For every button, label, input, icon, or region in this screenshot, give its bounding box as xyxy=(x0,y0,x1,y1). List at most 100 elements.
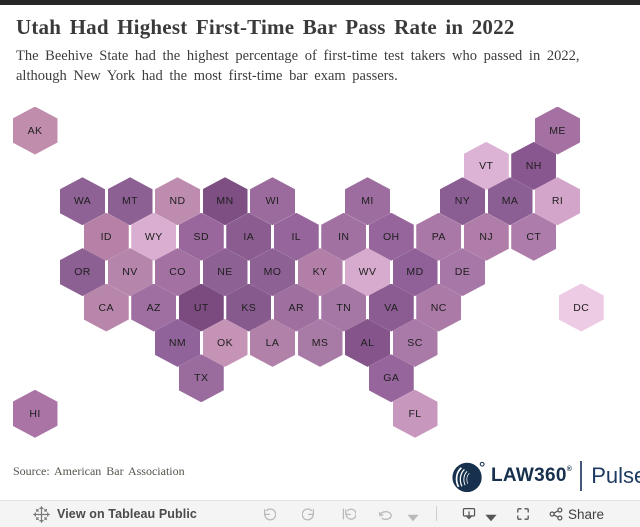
state-hex-NC[interactable]: NC xyxy=(416,283,462,332)
state-label: WA xyxy=(73,195,92,208)
state-label: SD xyxy=(193,230,209,243)
refresh-caret-icon[interactable] xyxy=(405,510,419,522)
replay-button[interactable] xyxy=(340,506,356,522)
state-label: UT xyxy=(193,301,209,314)
state-hex-AR[interactable]: AR xyxy=(273,283,319,332)
state-label: AL xyxy=(360,336,375,349)
state-hex-MS[interactable]: MS xyxy=(297,318,343,367)
state-hex-MN[interactable]: MN xyxy=(202,177,248,226)
state-label: AR xyxy=(288,301,304,314)
state-hex-AK[interactable]: AK xyxy=(12,106,58,155)
state-label: MT xyxy=(122,195,138,208)
state-hex-FL[interactable]: FL xyxy=(392,389,438,438)
subtitle-line-2: although New York had the most first-tim… xyxy=(16,68,398,84)
state-hex-UT[interactable]: UT xyxy=(178,283,224,332)
view-on-tableau-public-button[interactable]: View on Tableau Public xyxy=(33,501,197,527)
state-label: NJ xyxy=(479,230,494,243)
refresh-button[interactable] xyxy=(377,506,393,522)
state-hex-KS[interactable]: KS xyxy=(226,283,272,332)
state-hex-NV[interactable]: NV xyxy=(107,248,153,297)
state-hex-IN[interactable]: IN xyxy=(321,212,367,261)
state-label: KY xyxy=(312,266,328,279)
state-hex-MO[interactable]: MO xyxy=(250,248,295,297)
state-hex-IA[interactable]: IA xyxy=(226,212,272,261)
state-hex-PA[interactable]: PA xyxy=(416,212,462,261)
state-hex-WV[interactable]: WV xyxy=(345,248,390,297)
state-hex-CT[interactable]: CT xyxy=(511,212,557,261)
state-label: MO xyxy=(263,266,282,279)
state-label: NC xyxy=(430,301,447,314)
state-label: ID xyxy=(100,230,112,243)
state-hex-RI[interactable]: RI xyxy=(535,177,580,226)
state-hex-LA[interactable]: LA xyxy=(250,318,295,367)
state-hex-DC[interactable]: DC xyxy=(558,283,604,332)
tableau-toolbar: View on Tableau Public xyxy=(0,500,640,527)
state-label: VT xyxy=(479,159,494,172)
state-label: OR xyxy=(74,266,91,279)
state-hex-TX[interactable]: TX xyxy=(178,354,224,403)
state-hex-MI[interactable]: MI xyxy=(345,177,390,226)
state-hex-TN[interactable]: TN xyxy=(321,283,367,332)
share-button[interactable]: Share xyxy=(568,507,605,522)
redo-button[interactable] xyxy=(302,506,318,522)
state-hex-NM[interactable]: NM xyxy=(155,318,200,367)
state-hex-NJ[interactable]: NJ xyxy=(463,212,509,261)
state-label: CT xyxy=(526,230,542,243)
state-hex-IL[interactable]: IL xyxy=(273,212,319,261)
state-hex-OK[interactable]: OK xyxy=(202,318,248,367)
state-hex-AZ[interactable]: AZ xyxy=(131,283,177,332)
law360-pulse-logo[interactable]: LAW360® Pulse xyxy=(451,457,640,495)
state-hex-OR[interactable]: OR xyxy=(60,248,105,297)
state-hex-MD[interactable]: MD xyxy=(392,248,438,297)
state-label: TN xyxy=(336,301,352,314)
state-hex-SC[interactable]: SC xyxy=(392,318,438,367)
state-hex-VA[interactable]: VA xyxy=(368,283,414,332)
state-label: MI xyxy=(361,195,374,208)
state-label: VA xyxy=(384,301,399,314)
download-caret-icon[interactable] xyxy=(483,510,497,522)
state-hex-NH[interactable]: NH xyxy=(511,141,557,190)
state-hex-CO[interactable]: CO xyxy=(155,248,200,297)
state-label: MS xyxy=(311,336,329,349)
state-hex-ND[interactable]: ND xyxy=(155,177,200,226)
state-label: CO xyxy=(169,266,186,279)
state-label: MA xyxy=(501,195,519,208)
state-label: ME xyxy=(549,124,566,137)
state-hex-MT[interactable]: MT xyxy=(107,177,153,226)
state-label: MN xyxy=(216,195,234,208)
subtitle-line-1: The Beehive State had the highest percen… xyxy=(16,48,580,64)
state-hex-ME[interactable]: ME xyxy=(535,106,580,155)
share-icon[interactable] xyxy=(548,506,564,522)
state-hex-GA[interactable]: GA xyxy=(368,354,414,403)
fullscreen-button[interactable] xyxy=(515,506,531,522)
state-hex-KY[interactable]: KY xyxy=(297,248,343,297)
state-hex-AL[interactable]: AL xyxy=(345,318,390,367)
state-label: NM xyxy=(168,336,187,349)
state-hex-WY[interactable]: WY xyxy=(131,212,177,261)
state-hex-DE[interactable]: DE xyxy=(440,248,485,297)
state-hex-VT[interactable]: VT xyxy=(463,141,509,190)
state-hex-NE[interactable]: NE xyxy=(202,248,248,297)
download-button[interactable] xyxy=(461,506,477,522)
state-label: HI xyxy=(29,407,41,420)
state-label: TX xyxy=(194,372,209,385)
state-hex-WA[interactable]: WA xyxy=(60,177,105,226)
state-label: FL xyxy=(408,407,422,420)
state-hex-CA[interactable]: CA xyxy=(83,283,129,332)
state-hex-OH[interactable]: OH xyxy=(368,212,414,261)
state-hex-ID[interactable]: ID xyxy=(83,212,129,261)
state-hex-WI[interactable]: WI xyxy=(250,177,295,226)
state-label: SC xyxy=(407,336,423,349)
state-label: IA xyxy=(243,230,255,243)
state-label: PA xyxy=(431,230,446,243)
state-hex-MA[interactable]: MA xyxy=(487,177,533,226)
state-label: WY xyxy=(144,230,163,243)
state-label: OK xyxy=(217,336,233,349)
state-hex-HI[interactable]: HI xyxy=(12,389,58,438)
state-label: MD xyxy=(406,266,424,279)
state-hex-SD[interactable]: SD xyxy=(178,212,224,261)
state-hex-NY[interactable]: NY xyxy=(440,177,485,226)
source-note: Source: American Bar Association xyxy=(13,464,185,478)
undo-button[interactable] xyxy=(260,506,276,522)
